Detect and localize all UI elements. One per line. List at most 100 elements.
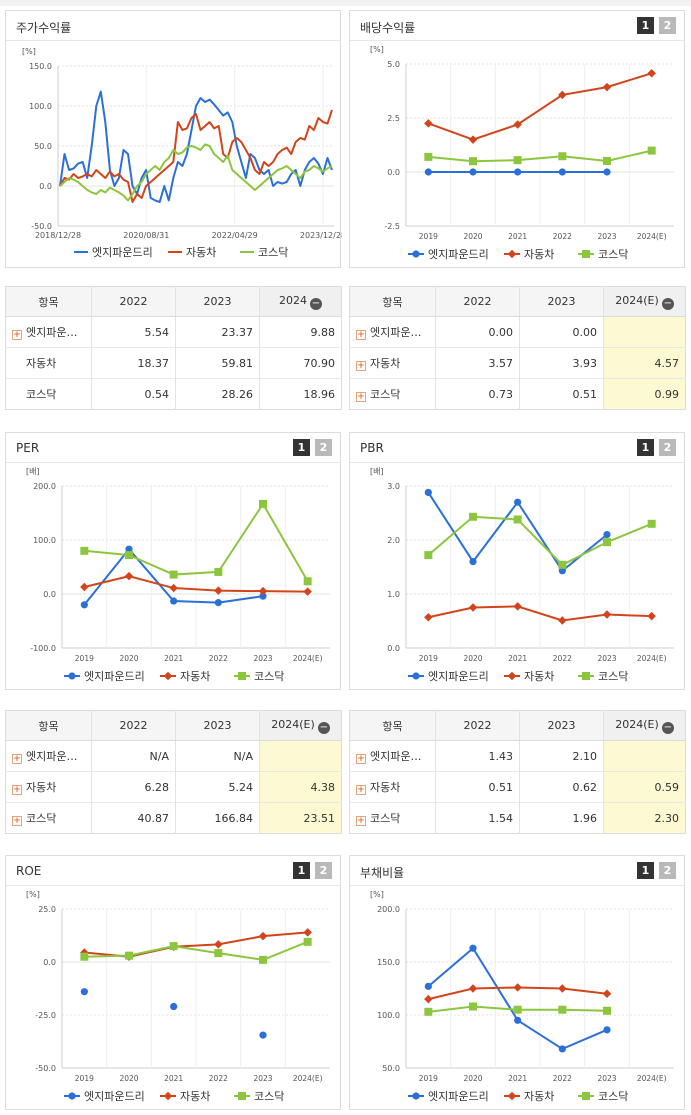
row-label: 자동차 (26, 781, 57, 794)
collapse-icon[interactable]: − (661, 297, 674, 310)
data-point (468, 984, 478, 993)
legend-label: 엣지파운드리 (92, 246, 153, 259)
dividend-yield-table: 항목 2022 2023 2024(E) − + 엣지파운… 0.00 0.00 + 자동차 3.57… (349, 286, 686, 410)
data-point (214, 949, 223, 958)
data-point (469, 1002, 477, 1011)
page-2-button[interactable]: 2 (659, 439, 676, 456)
page-1-button[interactable]: 1 (637, 439, 654, 456)
page-1-button[interactable]: 1 (293, 862, 310, 879)
expand-icon[interactable]: + (12, 330, 22, 340)
row-label: 자동차 (370, 357, 401, 370)
column-header-label: 2022 (119, 295, 148, 308)
value-cell: 0.51 (519, 378, 604, 410)
row-label: 엣지파운… (370, 326, 422, 339)
legend-marker (582, 672, 590, 680)
axis-unit: [%] (26, 890, 40, 899)
column-header-label: 2022 (463, 295, 492, 308)
row-label-cell: + 엣지파운… (5, 316, 92, 348)
series-line-0 (427, 946, 608, 1051)
data-point (80, 601, 88, 609)
data-point (558, 560, 567, 569)
column-header-label: 2024(E) (615, 293, 659, 307)
table-row: + 엣지파운… 0.00 0.00 (349, 316, 686, 348)
column-header: 2022 (91, 286, 176, 317)
axis-unit: [%] (370, 45, 384, 54)
x-tick-label: 2024(E) (637, 232, 667, 241)
legend-label: 코스닥 (258, 246, 288, 259)
series-line-1 (428, 605, 652, 622)
collapse-icon[interactable]: − (661, 721, 674, 734)
table-row: + 코스닥 0.73 0.51 0.99 (349, 378, 686, 410)
page-2-button[interactable]: 2 (659, 862, 676, 879)
page-2-button[interactable]: 2 (659, 17, 676, 34)
value-cell: 5.54 (91, 316, 176, 348)
page-2-button[interactable]: 2 (315, 862, 332, 879)
legend-label: 엣지파운드리 (84, 1090, 145, 1103)
row-label-cell: + 코스닥 (349, 802, 436, 834)
row-label: 엣지파운… (370, 750, 422, 763)
data-point (602, 610, 612, 619)
page-2-button[interactable]: 2 (315, 439, 332, 456)
value-cell: 4.57 (603, 347, 686, 379)
legend-marker (412, 672, 420, 680)
row-label: 코스닥 (26, 812, 57, 825)
page-1-button[interactable]: 1 (637, 862, 654, 879)
panel-title: 주가수익률 (16, 21, 72, 35)
data-point (603, 1006, 611, 1015)
series-line-2 (84, 502, 309, 582)
column-header: 항목 (349, 710, 436, 741)
column-header-label: 2023 (547, 295, 576, 308)
expand-icon[interactable]: + (356, 361, 366, 371)
data-point (169, 583, 178, 593)
panel-title: 배당수익률 (360, 21, 416, 35)
expand-icon[interactable]: + (356, 785, 366, 795)
column-header-label: 2023 (547, 719, 576, 732)
page-1-button[interactable]: 1 (637, 17, 654, 34)
collapse-icon[interactable]: − (310, 297, 322, 310)
expand-icon[interactable]: + (12, 785, 22, 795)
column-header-label: 2024(E) (271, 717, 315, 731)
legend-label: 자동차 (524, 248, 554, 261)
panel-title: PBR (360, 441, 384, 455)
pbr-header: PBR 1 2 (350, 433, 684, 463)
page-1-button[interactable]: 1 (293, 439, 310, 456)
y-tick-label: 50.0 (34, 142, 52, 151)
column-header-label: 2023 (203, 719, 232, 732)
legend-label: 자동차 (186, 246, 216, 259)
data-point (169, 942, 178, 951)
data-point (170, 1002, 178, 1011)
expand-icon[interactable]: + (356, 754, 366, 764)
data-point (424, 488, 432, 497)
x-tick-label: 2020/08/31 (123, 231, 169, 240)
data-point (259, 1031, 267, 1039)
legend-marker (68, 672, 76, 680)
roe-panel: ROE 1 2 [%] 25.0 0.0 -25.0 -50.0 2019 2020 2021… (5, 855, 341, 1110)
expand-icon[interactable]: + (12, 816, 22, 826)
table-row: + 자동차 3.57 3.93 4.57 (349, 347, 686, 379)
x-tick-label: 2021 (164, 1074, 183, 1083)
legend-label: 자동차 (524, 670, 554, 683)
data-point (303, 587, 312, 596)
row-label-cell: + 자동차 (5, 771, 92, 803)
column-header: 2024(E) − (603, 286, 686, 317)
axis-unit: [%] (22, 47, 36, 56)
legend-marker (238, 1092, 246, 1100)
collapse-icon[interactable]: − (317, 721, 330, 734)
legend-label: 자동차 (524, 1090, 554, 1103)
x-tick-label: 2022 (553, 232, 572, 241)
expand-icon[interactable]: + (356, 330, 366, 340)
x-tick-label: 2023 (597, 654, 616, 663)
debt-ratio-chart: [%] 200.0 150.0 100.0 50.0 2019 2020 2021 2022 20… (370, 890, 674, 1103)
data-point (303, 577, 312, 586)
legend-marker (412, 1092, 420, 1100)
column-header: 항목 (349, 286, 436, 317)
expand-icon[interactable]: + (356, 392, 366, 402)
expand-icon[interactable]: + (356, 816, 366, 826)
data-point (558, 1045, 566, 1053)
expand-icon[interactable]: + (12, 754, 22, 764)
data-point (424, 1007, 433, 1016)
value-cell: 1.96 (519, 802, 604, 834)
value-cell: 0.59 (603, 771, 686, 803)
value-cell: 1.54 (435, 802, 520, 834)
x-tick-label: 2024(E) (293, 1074, 323, 1083)
